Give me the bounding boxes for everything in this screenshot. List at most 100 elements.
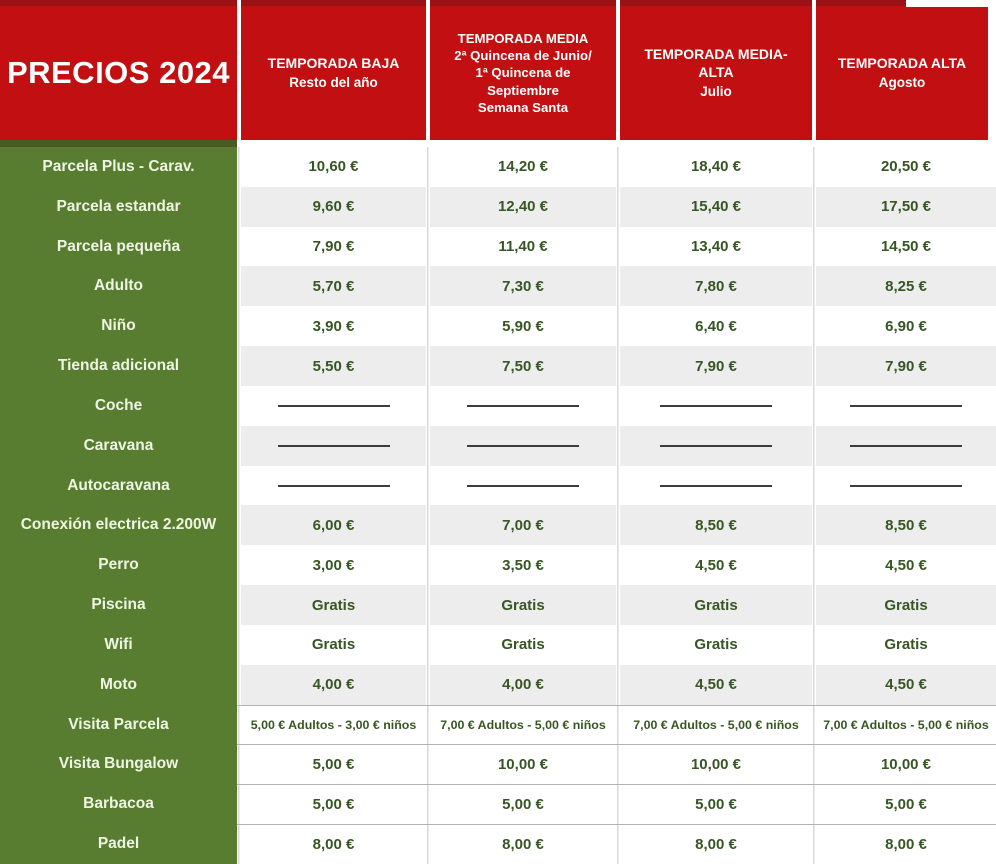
price-cell (430, 425, 616, 466)
price-cell: 6,90 € (816, 306, 996, 347)
column-gap (616, 346, 620, 386)
season-header-media-alta: TEMPORADA MEDIA- ALTA Julio (620, 0, 812, 140)
row-label: Moto (0, 664, 237, 705)
price-cell: 4,50 € (620, 545, 812, 586)
column-gap (616, 744, 620, 785)
table-body: Parcela Plus - Carav. 10,60 € 14,20 € 18… (0, 147, 996, 864)
price-cell: 7,90 € (241, 226, 426, 267)
column-gap (616, 664, 620, 705)
column-gap (426, 0, 430, 140)
column-gap (237, 744, 241, 785)
price-cell: 7,80 € (620, 266, 812, 307)
price-cell: 6,00 € (241, 505, 426, 546)
empty-price-line (467, 404, 579, 407)
empty-price-line (660, 484, 772, 487)
table-row: Autocaravana (0, 465, 996, 506)
row-label: Barbacoa (0, 784, 237, 825)
price-cell: 4,50 € (816, 545, 996, 586)
row-label: Autocaravana (0, 465, 237, 506)
column-gap (812, 784, 816, 825)
price-cell: Gratis (430, 585, 616, 625)
row-label: Wifi (0, 624, 237, 665)
price-cell: 13,40 € (620, 226, 812, 267)
price-cell: 12,40 € (430, 186, 616, 227)
price-cell: Gratis (620, 624, 812, 665)
column-gap (812, 824, 816, 864)
price-cell: 10,60 € (241, 147, 426, 187)
season-subtitle: 2ª Quincena de Junio/ 1ª Quincena de Sep… (454, 48, 592, 115)
column-gap (616, 266, 620, 307)
column-gap (812, 585, 816, 625)
price-cell: 3,50 € (430, 545, 616, 586)
column-gap (426, 624, 430, 665)
table-row: Parcela estandar 9,60 € 12,40 € 15,40 € … (0, 186, 996, 227)
column-gap (812, 147, 816, 187)
row-label: Visita Bungalow (0, 744, 237, 785)
row-label: Parcela pequeña (0, 226, 237, 267)
price-cell: 8,00 € (241, 824, 426, 864)
column-gap (812, 306, 816, 347)
price-cell (816, 425, 996, 466)
row-label: Coche (0, 385, 237, 426)
column-gap (237, 186, 241, 227)
column-gap (812, 425, 816, 466)
price-cell (241, 425, 426, 466)
table-row: Parcela pequeña 7,90 € 11,40 € 13,40 € 1… (0, 226, 996, 267)
empty-price-line (850, 484, 962, 487)
price-cell: 7,00 € Adultos - 5,00 € niños (430, 704, 616, 745)
price-cell: 5,00 € (241, 744, 426, 785)
row-label: Piscina (0, 585, 237, 625)
row-label: Perro (0, 545, 237, 586)
table-row: Moto 4,00 € 4,00 € 4,50 € 4,50 € (0, 664, 996, 705)
column-gap (426, 186, 430, 227)
column-gap (812, 385, 816, 426)
column-gap (237, 824, 241, 864)
price-cell: 7,90 € (816, 346, 996, 386)
price-cell: 10,00 € (816, 744, 996, 785)
price-cell: 5,90 € (430, 306, 616, 347)
price-cell: 11,40 € (430, 226, 616, 267)
empty-price-line (660, 444, 772, 447)
column-gap (426, 266, 430, 307)
price-cell: 8,25 € (816, 266, 996, 307)
season-title: TEMPORADA MEDIA- ALTA (644, 46, 788, 81)
column-gap (237, 664, 241, 705)
season-title: TEMPORADA BAJA (267, 55, 400, 72)
header-transition-strip (0, 140, 996, 147)
column-gap (237, 306, 241, 347)
column-gap (426, 147, 430, 187)
column-gap (812, 744, 816, 785)
price-cell: 8,00 € (430, 824, 616, 864)
price-cell: 10,00 € (430, 744, 616, 785)
season-subtitle: Julio (700, 84, 732, 100)
table-row: Coche (0, 385, 996, 426)
row-label: Padel (0, 824, 237, 864)
price-cell: 7,50 € (430, 346, 616, 386)
column-gap (426, 704, 430, 745)
price-cell: Gratis (816, 624, 996, 665)
price-cell: 15,40 € (620, 186, 812, 227)
price-cell: 4,00 € (430, 664, 616, 705)
price-cell: 9,60 € (241, 186, 426, 227)
empty-price-line (467, 444, 579, 447)
column-gap (426, 505, 430, 546)
column-gap (426, 585, 430, 625)
price-cell (620, 465, 812, 506)
corner-whitespace (906, 0, 996, 7)
table-row: Conexión electrica 2.200W 6,00 € 7,00 € … (0, 505, 996, 546)
column-gap (237, 147, 241, 187)
price-cell: 5,00 € (241, 784, 426, 825)
price-cell: 3,00 € (241, 545, 426, 586)
column-gap (237, 266, 241, 307)
season-subtitle: Agosto (878, 75, 926, 91)
table-row: Perro 3,00 € 3,50 € 4,50 € 4,50 € (0, 545, 996, 586)
price-cell: Gratis (816, 585, 996, 625)
price-cell (816, 465, 996, 506)
empty-price-line (277, 444, 390, 447)
price-cell: Gratis (241, 585, 426, 625)
row-label: Visita Parcela (0, 704, 237, 745)
empty-price-line (277, 484, 390, 487)
empty-price-line (660, 404, 772, 407)
column-gap (812, 226, 816, 267)
column-gap (426, 664, 430, 705)
